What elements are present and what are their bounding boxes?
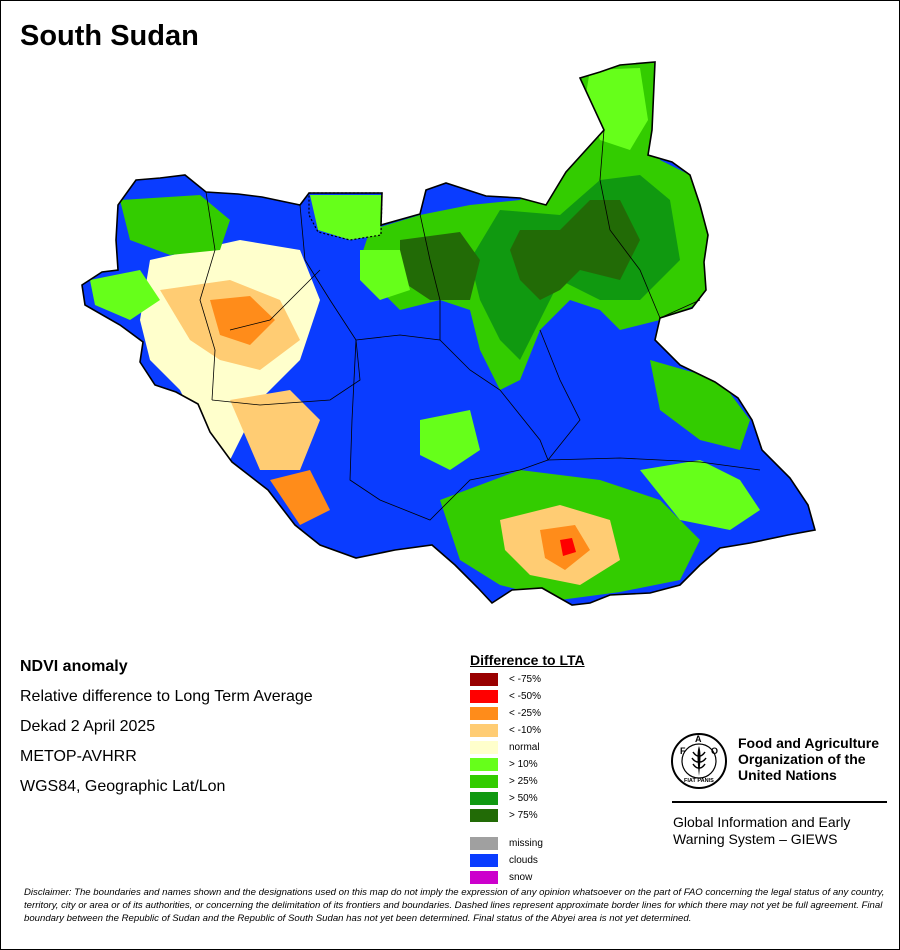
legend-label: < -10% (509, 724, 541, 736)
legend-item-snow: snow (470, 870, 532, 884)
legend-swatch (470, 723, 498, 737)
legend-label: snow (509, 871, 533, 883)
admin-boundary (547, 457, 761, 471)
organization-name-line: Food and Agriculture (738, 735, 880, 751)
fao-logo-letter-f: F (680, 746, 686, 756)
admin-boundary (659, 299, 701, 319)
legend-item: > 50% (470, 791, 538, 805)
vegetation-area (420, 410, 480, 470)
legend-item-missing: missing (470, 836, 543, 850)
legend-swatch (470, 672, 498, 686)
anomaly-area (210, 296, 275, 345)
organization-name: Food and Agriculture Organization of the… (738, 735, 879, 783)
anomaly-area (230, 390, 320, 470)
legend-label: < -50% (509, 690, 541, 702)
admin-boundary (539, 329, 581, 461)
vegetation-area (90, 270, 160, 320)
fao-logo-letter-a: A (695, 734, 702, 744)
fao-logo-motto: FIAT PANIS (684, 778, 714, 784)
legend-swatch (470, 870, 498, 884)
legend-item: normal (470, 740, 540, 754)
vegetation-area (120, 195, 230, 255)
admin-boundary (419, 213, 441, 340)
program-name-line: Global Information and Early (673, 814, 851, 830)
legend-swatch (470, 808, 498, 822)
info-line-period: Dekad 2 April 2025 (20, 718, 156, 735)
legend-item: > 25% (470, 774, 538, 788)
legend-label: normal (509, 741, 540, 753)
program-name-line: Warning System – GIEWS (673, 831, 838, 847)
admin-boundary (229, 269, 321, 331)
organization-name-line: United Nations (738, 767, 837, 783)
legend-label: missing (509, 837, 543, 849)
fao-logo-letter-o: O (711, 746, 718, 756)
ndvi-anomaly-map (81, 61, 816, 606)
legend-item: < -50% (470, 689, 541, 703)
legend-item: > 75% (470, 808, 538, 822)
legend-item: < -75% (470, 672, 541, 686)
legend-swatch (470, 689, 498, 703)
legend-swatch (470, 791, 498, 805)
info-line-sensor: METOP-AVHRR (20, 748, 137, 765)
legend-item: < -10% (470, 723, 541, 737)
vegetation-area (360, 250, 410, 300)
disputed-area-border (308, 192, 383, 241)
legend-label: < -75% (509, 673, 541, 685)
info-line-projection: WGS84, Geographic Lat/Lon (20, 778, 226, 795)
legend-label: < -25% (509, 707, 541, 719)
fao-logo-icon: F A O FIAT PANIS (671, 733, 727, 789)
legend-swatch (470, 740, 498, 754)
admin-boundary (349, 339, 549, 521)
legend-swatch (470, 836, 498, 850)
legend-item: < -25% (470, 706, 541, 720)
organization-block: F A O FIAT PANIS Food and Agriculture Or… (670, 730, 890, 855)
anomaly-area (270, 470, 330, 525)
legend-item: > 10% (470, 757, 538, 771)
divider (672, 801, 887, 803)
info-line-description: Relative difference to Long Term Average (20, 688, 313, 705)
admin-boundary (599, 129, 661, 319)
admin-boundary (355, 334, 549, 461)
map-title: South Sudan (20, 20, 199, 52)
legend-label: > 10% (509, 758, 538, 770)
legend-swatch (470, 706, 498, 720)
legend-label: > 75% (509, 809, 538, 821)
disclaimer: Disclaimer: The boundaries and names sho… (24, 887, 885, 924)
legend-label: clouds (509, 854, 538, 866)
program-name: Global Information and Early Warning Sys… (673, 814, 850, 848)
info-heading: NDVI anomaly (20, 658, 128, 675)
vegetation-area (650, 360, 750, 450)
organization-name-line: Organization of the (738, 751, 866, 767)
vegetation-area (400, 232, 480, 300)
vegetation-area (640, 460, 760, 530)
clouds-area (82, 62, 815, 605)
legend-swatch (470, 774, 498, 788)
admin-boundary (211, 339, 361, 406)
legend-label: > 50% (509, 792, 538, 804)
vegetation-area (510, 200, 640, 300)
legend-title: Difference to LTA (470, 652, 585, 668)
legend-swatch (470, 757, 498, 771)
admin-boundary (199, 191, 216, 401)
legend-item-clouds: clouds (470, 853, 538, 867)
admin-boundary (299, 204, 357, 341)
legend-swatch (470, 853, 498, 867)
vegetation-area (310, 195, 382, 240)
legend-label: > 25% (509, 775, 538, 787)
anomaly-area (560, 538, 576, 556)
